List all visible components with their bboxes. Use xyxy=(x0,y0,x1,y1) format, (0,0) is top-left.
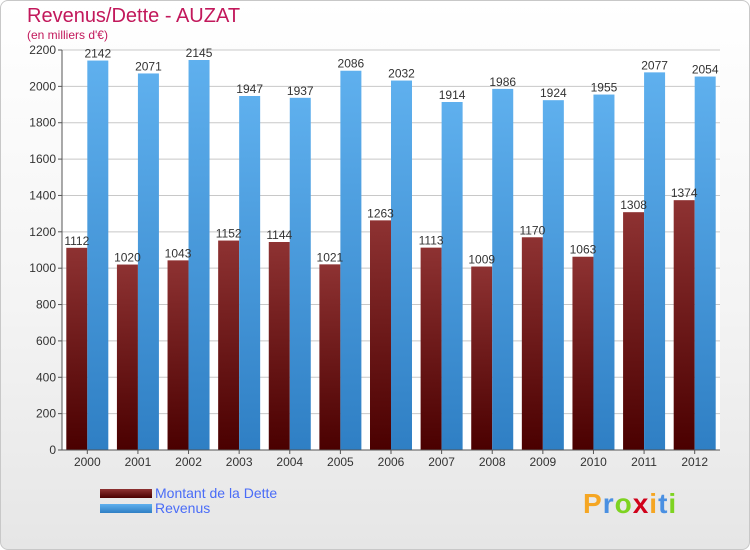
legend-label-debt: Montant de la Dette xyxy=(155,485,278,501)
logo-letter: t xyxy=(658,488,669,519)
legend-swatch-debt xyxy=(100,489,152,498)
logo-letter: r xyxy=(602,488,615,519)
revenue-bar xyxy=(593,94,615,450)
revenue-value-label: 2071 xyxy=(135,59,162,73)
revenue-value-label: 1937 xyxy=(287,84,314,98)
revenue-bar xyxy=(87,60,109,450)
debt-value-label: 1020 xyxy=(114,251,141,265)
debt-bar xyxy=(673,200,695,450)
logo-letter: i xyxy=(668,488,678,519)
legend-swatch-revenue xyxy=(100,504,152,513)
revenue-value-label: 2142 xyxy=(84,47,111,61)
revenue-bar xyxy=(340,70,362,451)
revenue-value-label: 2032 xyxy=(388,67,415,81)
y-tick-label: 400 xyxy=(36,370,56,384)
revenue-bar xyxy=(542,100,564,450)
debt-bar xyxy=(420,247,442,450)
y-tick-label: 800 xyxy=(36,298,56,312)
proxiti-logo: Proxiti xyxy=(583,488,677,520)
x-tick-label: 2008 xyxy=(479,455,506,469)
y-tick-label: 2000 xyxy=(29,79,56,93)
debt-value-label: 1043 xyxy=(165,246,192,260)
x-tick-label: 2009 xyxy=(529,455,556,469)
y-tick-label: 1400 xyxy=(29,188,56,202)
revenue-value-label: 1947 xyxy=(236,82,263,96)
debt-bar xyxy=(623,212,645,450)
revenue-value-label: 1955 xyxy=(591,81,618,95)
debt-bar xyxy=(319,264,341,450)
revenue-bar xyxy=(694,76,716,450)
revenue-bar xyxy=(492,88,514,450)
debt-bar xyxy=(521,237,543,450)
x-tick-label: 2012 xyxy=(681,455,708,469)
debt-value-label: 1113 xyxy=(419,234,444,248)
x-tick-label: 2007 xyxy=(428,455,455,469)
revenue-value-label: 1914 xyxy=(439,88,466,102)
x-tick-label: 2002 xyxy=(175,455,202,469)
revenue-value-label: 1986 xyxy=(489,75,516,89)
logo-letter: o xyxy=(614,488,633,519)
x-tick-label: 2006 xyxy=(378,455,405,469)
debt-bar xyxy=(218,240,240,450)
x-tick-label: 2000 xyxy=(74,455,101,469)
revenue-value-label: 2054 xyxy=(692,63,719,77)
debt-bar xyxy=(370,220,391,450)
debt-bar xyxy=(471,266,493,450)
revenue-bar xyxy=(289,97,311,451)
y-tick-label: 1600 xyxy=(29,152,56,166)
debt-value-label: 1144 xyxy=(266,228,292,242)
y-tick-label: 0 xyxy=(49,443,56,457)
debt-value-label: 1009 xyxy=(468,253,495,267)
y-tick-label: 1200 xyxy=(29,225,56,239)
x-tick-label: 2003 xyxy=(226,455,253,469)
debt-value-label: 1308 xyxy=(620,198,647,212)
debt-value-label: 1063 xyxy=(570,243,597,257)
y-tick-label: 1000 xyxy=(29,261,56,275)
y-tick-label: 600 xyxy=(36,334,56,348)
debt-value-label: 1152 xyxy=(216,227,242,241)
revenue-bar xyxy=(188,60,210,450)
x-tick-label: 2011 xyxy=(631,455,657,469)
debt-bar xyxy=(268,242,290,450)
logo-letter: x xyxy=(632,488,650,519)
y-tick-label: 200 xyxy=(36,407,56,421)
debt-bar xyxy=(572,256,594,450)
debt-bar xyxy=(66,247,88,450)
revenue-value-label: 2145 xyxy=(186,46,213,60)
logo-letter: i xyxy=(649,488,659,519)
debt-value-label: 1021 xyxy=(317,250,344,264)
debt-value-label: 1374 xyxy=(671,186,698,200)
legend-label-revenue: Revenus xyxy=(155,500,211,516)
revenue-value-label: 2077 xyxy=(641,58,668,72)
revenue-value-label: 1924 xyxy=(540,86,567,100)
x-tick-label: 2005 xyxy=(327,455,354,469)
revenue-bar xyxy=(644,72,666,450)
revenue-bar xyxy=(137,73,159,451)
logo-letter: P xyxy=(583,488,603,519)
chart-subtitle: (en milliers d'€) xyxy=(27,28,108,42)
revenue-bar xyxy=(239,96,261,450)
revenue-bar xyxy=(441,102,463,450)
y-tick-label: 1800 xyxy=(29,116,56,130)
x-tick-label: 2010 xyxy=(580,455,607,469)
debt-value-label: 1112 xyxy=(64,234,89,248)
revenue-bar xyxy=(391,80,412,450)
debt-value-label: 1263 xyxy=(367,206,394,220)
debt-bar xyxy=(116,264,138,450)
debt-value-label: 1170 xyxy=(519,223,545,237)
y-tick-label: 2200 xyxy=(29,43,56,57)
debt-bar xyxy=(167,260,189,450)
x-tick-label: 2001 xyxy=(125,455,152,469)
revenue-value-label: 2086 xyxy=(338,57,365,71)
chart-title: Revenus/Dette - AUZAT xyxy=(27,5,241,27)
x-tick-label: 2004 xyxy=(276,455,303,469)
